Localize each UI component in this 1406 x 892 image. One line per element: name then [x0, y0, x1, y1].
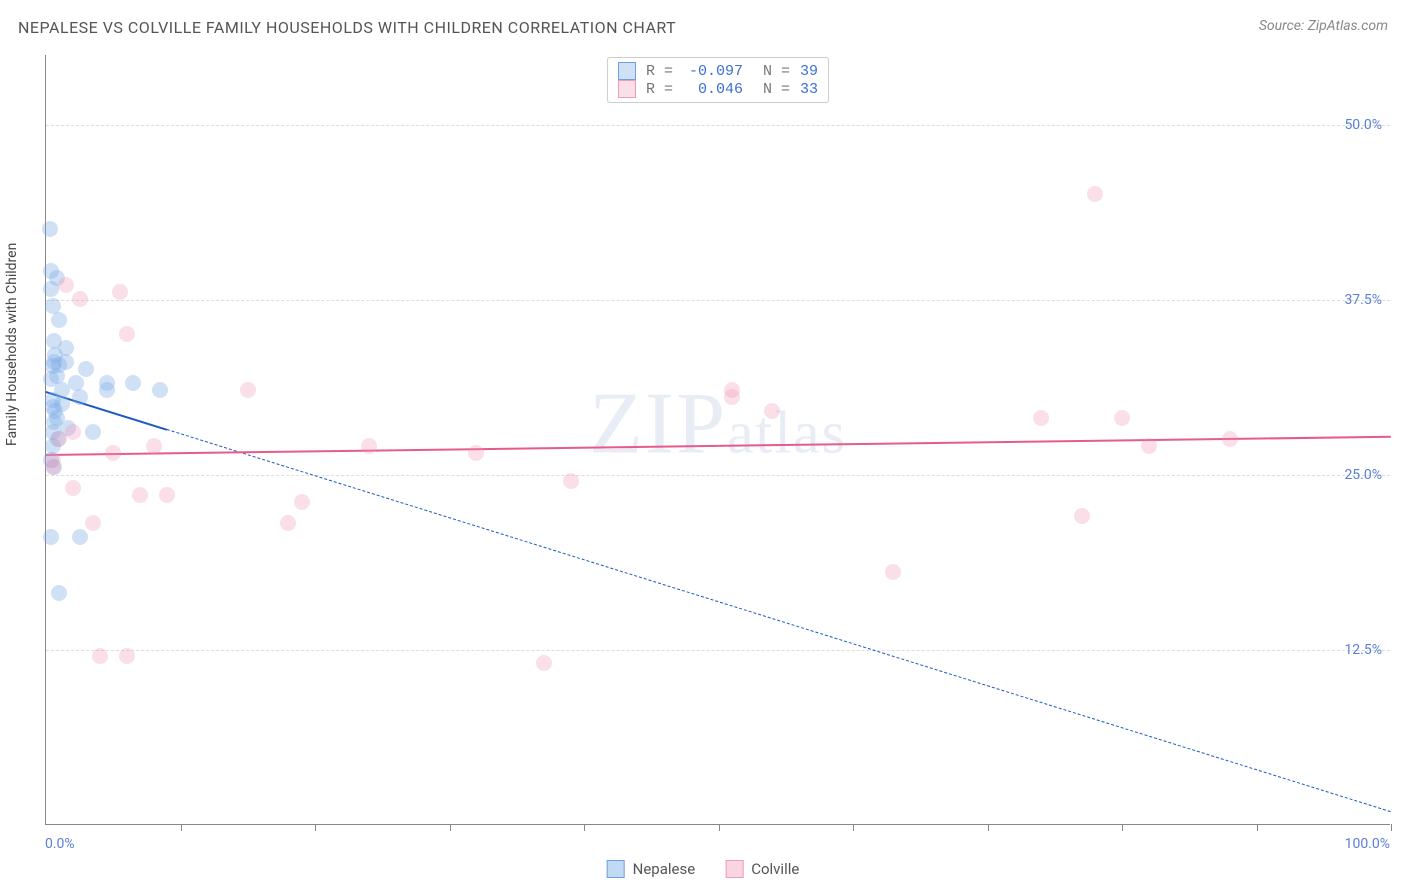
data-point [764, 403, 780, 419]
stat-r-value: 0.046 [683, 81, 743, 98]
data-point [65, 480, 81, 496]
data-point [78, 361, 94, 377]
x-tick [853, 824, 854, 831]
data-point [119, 648, 135, 664]
gridline [46, 650, 1390, 651]
x-tick [450, 824, 451, 831]
data-point [99, 382, 115, 398]
legend: Nepalese Colville [607, 860, 800, 878]
stat-r-label: R = [646, 81, 673, 98]
data-point [72, 529, 88, 545]
data-point [105, 445, 121, 461]
chart-container: NEPALESE VS COLVILLE FAMILY HOUSEHOLDS W… [0, 0, 1406, 892]
x-tick [1391, 824, 1392, 831]
data-point [65, 424, 81, 440]
chart-title: NEPALESE VS COLVILLE FAMILY HOUSEHOLDS W… [18, 18, 676, 37]
y-tick-label: 50.0% [1344, 117, 1382, 133]
correlation-stats-box: R = -0.097 N = 39 R = 0.046 N = 33 [607, 57, 829, 103]
data-point [72, 291, 88, 307]
trend-line [167, 429, 1391, 812]
y-tick-label: 25.0% [1344, 467, 1382, 483]
data-point [146, 438, 162, 454]
legend-label: Colville [751, 860, 799, 878]
data-point [1087, 186, 1103, 202]
data-point [885, 564, 901, 580]
stat-n-label: N = [763, 81, 790, 98]
x-tick [181, 824, 182, 831]
data-point [72, 389, 88, 405]
data-point [563, 473, 579, 489]
data-point [112, 284, 128, 300]
y-tick-label: 12.5% [1344, 642, 1382, 658]
data-point [51, 357, 67, 373]
data-point [58, 277, 74, 293]
gridline [46, 475, 1390, 476]
swatch-icon [618, 80, 636, 98]
gridline [46, 300, 1390, 301]
x-tick [584, 824, 585, 831]
stat-r-label: R = [646, 63, 673, 80]
data-point [132, 487, 148, 503]
data-point [1141, 438, 1157, 454]
data-point [294, 494, 310, 510]
x-axis-min-label: 0.0% [45, 836, 75, 852]
gridline [46, 125, 1390, 126]
data-point [1033, 410, 1049, 426]
stat-n-value: 39 [800, 63, 818, 80]
data-point [152, 382, 168, 398]
data-point [43, 529, 59, 545]
data-point [159, 487, 175, 503]
data-point [119, 326, 135, 342]
data-point [42, 221, 58, 237]
data-point [536, 655, 552, 671]
x-tick [988, 824, 989, 831]
data-point [45, 399, 61, 415]
chart-source: Source: ZipAtlas.com [1259, 18, 1388, 34]
stat-r-value: -0.097 [683, 63, 743, 80]
trend-line [46, 436, 1391, 456]
plot-area: ZIPatlas R = -0.097 N = 39 R = 0.046 N = 33 12.… [45, 55, 1390, 825]
x-tick [1122, 824, 1123, 831]
stat-n-value: 33 [800, 81, 818, 98]
swatch-icon [725, 860, 743, 878]
data-point [724, 382, 740, 398]
x-tick [315, 824, 316, 831]
watermark: ZIPatlas [589, 374, 847, 475]
data-point [125, 375, 141, 391]
data-point [1222, 431, 1238, 447]
x-tick [719, 824, 720, 831]
stat-n-label: N = [763, 63, 790, 80]
legend-item: Nepalese [607, 860, 696, 878]
stats-row: R = 0.046 N = 33 [618, 80, 818, 98]
swatch-icon [618, 62, 636, 80]
data-point [1074, 508, 1090, 524]
data-point [92, 648, 108, 664]
data-point [468, 445, 484, 461]
data-point [85, 424, 101, 440]
data-point [85, 515, 101, 531]
legend-item: Colville [725, 860, 799, 878]
y-axis-label: Family Households with Children [4, 243, 20, 446]
data-point [1114, 410, 1130, 426]
y-tick-label: 37.5% [1344, 292, 1382, 308]
x-tick [1257, 824, 1258, 831]
data-point [240, 382, 256, 398]
legend-label: Nepalese [633, 860, 696, 878]
data-point [361, 438, 377, 454]
data-point [51, 585, 67, 601]
data-point [280, 515, 296, 531]
data-point [51, 312, 67, 328]
x-axis-max-label: 100.0% [1345, 836, 1390, 852]
swatch-icon [607, 860, 625, 878]
data-point [45, 459, 61, 475]
stats-row: R = -0.097 N = 39 [618, 62, 818, 80]
